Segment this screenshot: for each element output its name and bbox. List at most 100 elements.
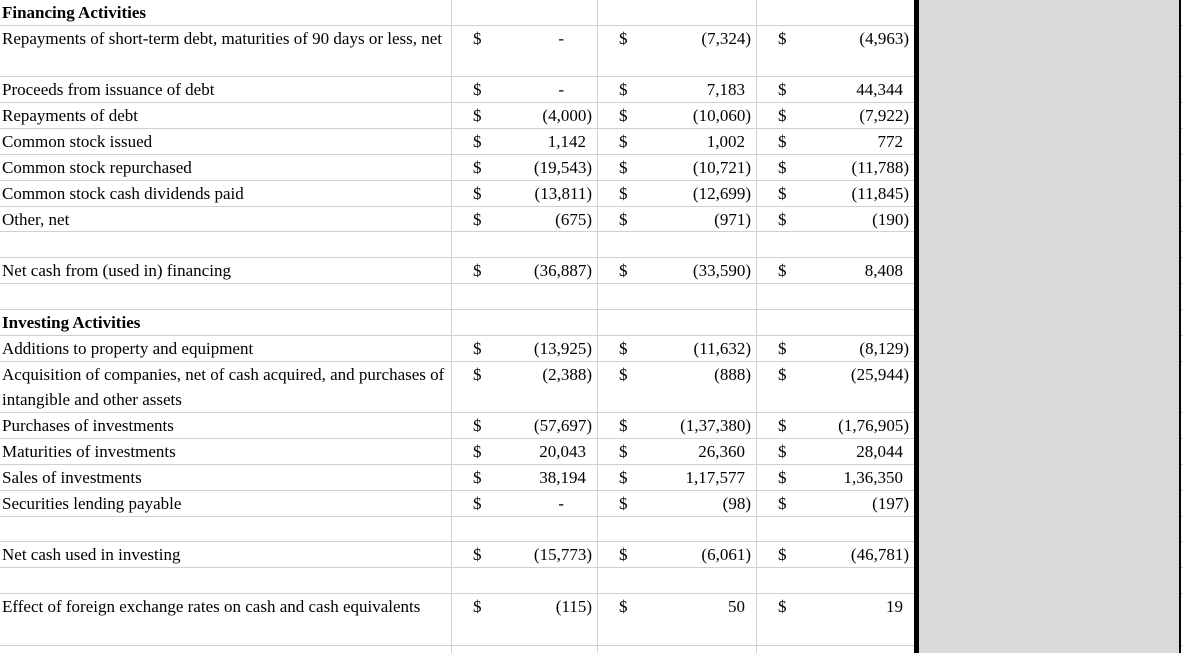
amount-cell-col3[interactable]: [757, 645, 915, 653]
shaded-column-overlay[interactable]: [914, 0, 1181, 653]
row-label-cell[interactable]: Net cash used in investing: [0, 542, 452, 568]
amount-cell-col1[interactable]: $ (15,773): [452, 542, 598, 568]
amount-cell-col1[interactable]: $ (13,811): [452, 180, 598, 206]
amount-cell-col3[interactable]: [757, 0, 915, 25]
amount-cell-col2[interactable]: $ (11,632): [598, 335, 757, 361]
amount-cell-col2[interactable]: [598, 284, 757, 309]
amount-cell-col2[interactable]: [598, 0, 757, 25]
amount-cell-col3[interactable]: $28,044: [757, 439, 915, 464]
row-label-cell[interactable]: [0, 284, 452, 309]
amount-cell-col3[interactable]: $ (8,129): [757, 335, 915, 361]
row-label-cell[interactable]: Repayments of debt: [0, 103, 452, 129]
row-label-cell[interactable]: Other, net: [0, 206, 452, 232]
amount-cell-col1[interactable]: $ (2,388): [452, 361, 598, 413]
amount-cell-col1[interactable]: [452, 516, 598, 542]
row-label-cell[interactable]: [0, 568, 452, 594]
amount-cell-col1[interactable]: $ -: [452, 77, 598, 103]
row-label-cell[interactable]: Acquisition of companies, net of cash ac…: [0, 361, 452, 413]
amount-cell-col1[interactable]: $ (4,000): [452, 103, 598, 129]
amount-cell-col3[interactable]: [757, 309, 915, 335]
row-label-cell[interactable]: Investing Activities: [0, 309, 452, 335]
amount-cell-col2[interactable]: $ (33,590): [598, 258, 757, 284]
amount-cell-col1[interactable]: $ (13,925): [452, 335, 598, 361]
row-label-cell[interactable]: Securities lending payable: [0, 490, 452, 516]
amount-cell-col2[interactable]: $ (7,324): [598, 25, 757, 77]
amount-cell-col3[interactable]: $1,36,350: [757, 464, 915, 490]
amount-cell-col1[interactable]: $20,043: [452, 439, 598, 464]
row-label: Proceeds from issuance of debt: [2, 80, 215, 100]
amount-cell-col3[interactable]: $ (197): [757, 490, 915, 516]
amount-cell-col3[interactable]: $19: [757, 594, 915, 645]
row-label-cell[interactable]: [0, 232, 452, 258]
amount-cell-col1[interactable]: $ (57,697): [452, 413, 598, 439]
amount-cell-col2[interactable]: [598, 516, 757, 542]
amount-cell-col1[interactable]: $ -: [452, 490, 598, 516]
amount-value: (11,788): [851, 157, 909, 177]
amount-cell-col2[interactable]: $ (10,721): [598, 154, 757, 180]
amount-cell-col2[interactable]: $ (1,37,380): [598, 413, 757, 439]
amount-cell-col3[interactable]: $ (25,944): [757, 361, 915, 413]
row-label-cell[interactable]: Net cash from (used in) financing: [0, 258, 452, 284]
amount-cell-col3[interactable]: [757, 568, 915, 594]
amount-cell-col1[interactable]: $ (36,887): [452, 258, 598, 284]
amount-cell-col3[interactable]: $44,344: [757, 77, 915, 103]
amount-cell-col1[interactable]: $ -: [452, 25, 598, 77]
amount-cell-col3[interactable]: [757, 516, 915, 542]
row-label-cell[interactable]: Repayments of short-term debt, maturitie…: [0, 25, 452, 77]
amount-cell-col3[interactable]: $ (4,963): [757, 25, 915, 77]
amount-cell-col3[interactable]: $ (190): [757, 206, 915, 232]
amount-cell-col1[interactable]: [452, 568, 598, 594]
amount-cell-col2[interactable]: [598, 232, 757, 258]
row-label-cell[interactable]: [0, 645, 452, 653]
amount-cell-col1[interactable]: $ (115): [452, 594, 598, 645]
currency-symbol: $: [473, 183, 482, 203]
amount-cell-col1[interactable]: [452, 284, 598, 309]
amount-cell-col1[interactable]: [452, 232, 598, 258]
row-label-cell[interactable]: Additions to property and equipment: [0, 335, 452, 361]
amount-cell-col2[interactable]: [598, 309, 757, 335]
amount-cell-col3[interactable]: $ (11,845): [757, 180, 915, 206]
amount-cell-col2[interactable]: $1,17,577: [598, 464, 757, 490]
amount-cell-col2[interactable]: $7,183: [598, 77, 757, 103]
amount-cell-col3[interactable]: $772: [757, 129, 915, 154]
amount-cell-col2[interactable]: [598, 568, 757, 594]
amount-cell-col3[interactable]: $ (11,788): [757, 154, 915, 180]
row-label-cell[interactable]: Effect of foreign exchange rates on cash…: [0, 594, 452, 645]
amount-cell-col3[interactable]: $ (1,76,905): [757, 413, 915, 439]
amount-cell-col2[interactable]: $ (888): [598, 361, 757, 413]
amount-cell-col3[interactable]: [757, 232, 915, 258]
amount-cell-col2[interactable]: $ (10,060): [598, 103, 757, 129]
amount-cell-col2[interactable]: [598, 645, 757, 653]
amount-cell-col2[interactable]: $ (6,061): [598, 542, 757, 568]
row-label-cell[interactable]: Maturities of investments: [0, 439, 452, 464]
amount-cell-col1[interactable]: $ (675): [452, 206, 598, 232]
amount-cell-col3[interactable]: $8,408: [757, 258, 915, 284]
amount-cell-col2[interactable]: $50: [598, 594, 757, 645]
amount-cell-col1[interactable]: [452, 0, 598, 25]
amount-value: (57,697): [533, 416, 592, 436]
row-label-cell[interactable]: Purchases of investments: [0, 413, 452, 439]
amount-cell-col2[interactable]: $1,002: [598, 129, 757, 154]
amount-cell-col3[interactable]: $ (7,922): [757, 103, 915, 129]
amount-value: (19,543): [533, 157, 592, 177]
amount-cell-col3[interactable]: [757, 284, 915, 309]
row-label-cell[interactable]: Proceeds from issuance of debt: [0, 77, 452, 103]
amount-cell-col1[interactable]: $ (19,543): [452, 154, 598, 180]
row-label-cell[interactable]: Financing Activities: [0, 0, 452, 25]
amount-value: (36,887): [533, 261, 592, 281]
table-row: Other, net $ (675) $ (971) $ (190): [0, 206, 1183, 233]
amount-cell-col1[interactable]: $1,142: [452, 129, 598, 154]
row-label-cell[interactable]: Sales of investments: [0, 464, 452, 490]
amount-cell-col1[interactable]: $38,194: [452, 464, 598, 490]
row-label-cell[interactable]: [0, 516, 452, 542]
row-label-cell[interactable]: Common stock issued: [0, 129, 452, 154]
row-label-cell[interactable]: Common stock repurchased: [0, 154, 452, 180]
amount-cell-col1[interactable]: [452, 645, 598, 653]
amount-cell-col2[interactable]: $ (12,699): [598, 180, 757, 206]
amount-cell-col2[interactable]: $26,360: [598, 439, 757, 464]
amount-cell-col1[interactable]: [452, 309, 598, 335]
row-label-cell[interactable]: Common stock cash dividends paid: [0, 180, 452, 206]
amount-cell-col2[interactable]: $ (98): [598, 490, 757, 516]
amount-cell-col2[interactable]: $ (971): [598, 206, 757, 232]
amount-cell-col3[interactable]: $ (46,781): [757, 542, 915, 568]
